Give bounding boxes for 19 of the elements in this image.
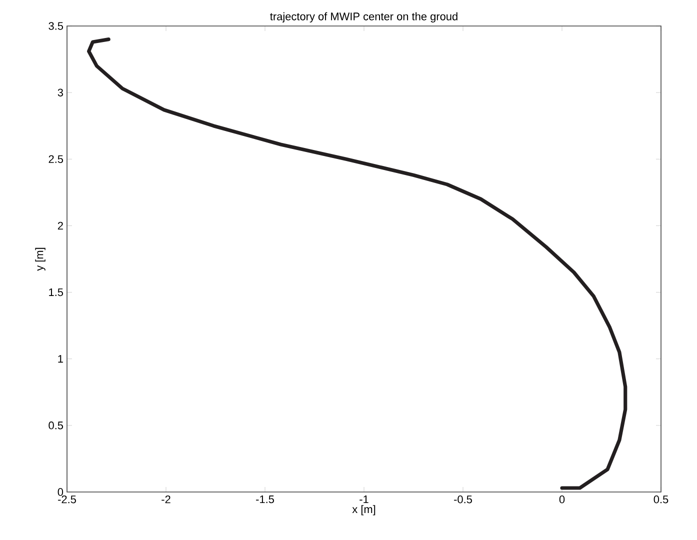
y-axis-title: y [m]: [35, 248, 46, 271]
y-tick-label: 1.5: [49, 288, 64, 296]
chart-title: trajectory of MWIP center on the groud: [270, 12, 458, 22]
x-tick-label: -2.5: [58, 496, 76, 504]
y-tick-label: 2.5: [48, 155, 64, 164]
x-tick-label: -1.5: [256, 496, 274, 504]
x-tick-label: -1: [360, 496, 368, 504]
x-tick-label: 0: [559, 496, 565, 504]
y-tick-label: 0: [58, 488, 64, 496]
x-axis-title: x [m]: [352, 505, 376, 516]
y-tick-label: 3.5: [48, 22, 64, 30]
y-tick-label: 0.5: [48, 422, 64, 430]
y-tick-label: 1: [58, 355, 63, 363]
y-tick-label: 3: [58, 88, 63, 96]
line-series: [86, 38, 628, 490]
x-tick-label: 0.5: [654, 496, 668, 504]
x-tick-label: -0.5: [454, 496, 472, 504]
x-tick-label: -2: [162, 496, 170, 504]
y-tick-label: 2: [58, 222, 63, 230]
